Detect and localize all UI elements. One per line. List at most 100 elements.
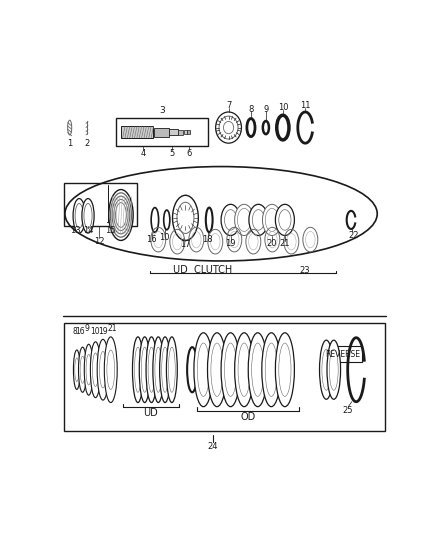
Ellipse shape: [329, 349, 338, 390]
Ellipse shape: [134, 347, 141, 392]
Ellipse shape: [221, 204, 240, 236]
Ellipse shape: [248, 333, 267, 407]
Text: 24: 24: [207, 442, 218, 451]
Text: 20: 20: [267, 239, 277, 248]
Ellipse shape: [208, 333, 226, 407]
Ellipse shape: [148, 347, 155, 392]
Ellipse shape: [146, 337, 157, 402]
Text: 9: 9: [263, 104, 268, 114]
Text: 8: 8: [73, 327, 78, 336]
Text: 19: 19: [225, 239, 236, 248]
Bar: [64, 183, 137, 226]
Ellipse shape: [251, 343, 264, 397]
Ellipse shape: [235, 333, 254, 407]
Ellipse shape: [132, 337, 143, 402]
Ellipse shape: [263, 121, 269, 134]
Ellipse shape: [249, 204, 268, 236]
Ellipse shape: [262, 204, 282, 236]
Ellipse shape: [86, 354, 92, 385]
Ellipse shape: [187, 347, 197, 392]
Ellipse shape: [262, 333, 281, 407]
Text: 21: 21: [108, 324, 117, 333]
Ellipse shape: [92, 353, 99, 386]
Bar: [121, 126, 153, 138]
Ellipse shape: [252, 209, 265, 230]
Ellipse shape: [225, 209, 237, 230]
Bar: [154, 127, 169, 136]
Text: 4: 4: [141, 149, 145, 158]
Ellipse shape: [173, 195, 198, 240]
Text: 14: 14: [83, 225, 93, 235]
Text: 23: 23: [299, 266, 310, 275]
Text: REVERSE: REVERSE: [325, 350, 360, 359]
Ellipse shape: [84, 204, 92, 228]
Ellipse shape: [75, 358, 79, 382]
Ellipse shape: [162, 347, 169, 392]
Text: 2: 2: [85, 139, 90, 148]
Ellipse shape: [80, 356, 85, 383]
Text: 6: 6: [186, 149, 191, 158]
Ellipse shape: [73, 199, 85, 233]
Text: 18: 18: [202, 235, 213, 244]
Ellipse shape: [265, 343, 277, 397]
Text: 19: 19: [99, 327, 108, 336]
Text: 16: 16: [75, 327, 85, 336]
Ellipse shape: [166, 337, 177, 402]
Ellipse shape: [141, 347, 148, 392]
Ellipse shape: [97, 340, 109, 400]
Text: 22: 22: [348, 231, 359, 240]
Ellipse shape: [116, 203, 127, 227]
Text: 21: 21: [279, 239, 290, 248]
Text: 13: 13: [70, 225, 81, 235]
Ellipse shape: [194, 333, 213, 407]
Ellipse shape: [151, 207, 159, 232]
Text: 7: 7: [226, 101, 231, 109]
Ellipse shape: [279, 209, 291, 230]
Ellipse shape: [177, 202, 194, 233]
Text: 17: 17: [180, 240, 191, 249]
Text: UD: UD: [143, 408, 158, 418]
Text: 10: 10: [278, 102, 288, 111]
Text: 11: 11: [300, 101, 311, 109]
Bar: [116, 118, 208, 146]
Ellipse shape: [279, 343, 291, 397]
Ellipse shape: [104, 337, 117, 402]
Bar: [178, 130, 184, 134]
Text: 15: 15: [106, 225, 116, 235]
Ellipse shape: [75, 204, 83, 228]
Text: 5: 5: [169, 149, 174, 158]
Ellipse shape: [320, 340, 333, 399]
Ellipse shape: [327, 340, 341, 399]
Ellipse shape: [112, 196, 130, 234]
Ellipse shape: [322, 349, 331, 390]
Ellipse shape: [247, 118, 255, 136]
Text: UD  CLUTCH: UD CLUTCH: [173, 265, 232, 276]
Ellipse shape: [110, 193, 131, 237]
Ellipse shape: [155, 347, 162, 392]
Ellipse shape: [235, 204, 254, 236]
Bar: [187, 131, 190, 134]
Ellipse shape: [82, 199, 94, 233]
Ellipse shape: [169, 347, 175, 392]
Bar: [64, 322, 385, 431]
Ellipse shape: [78, 347, 87, 392]
Ellipse shape: [90, 342, 101, 398]
Text: 16: 16: [146, 235, 157, 244]
Ellipse shape: [215, 112, 241, 143]
Text: 25: 25: [342, 406, 353, 415]
Ellipse shape: [114, 199, 128, 231]
Text: OD: OD: [240, 412, 255, 422]
Ellipse shape: [221, 333, 240, 407]
Text: 10: 10: [90, 327, 99, 336]
Text: 8: 8: [248, 104, 254, 114]
Ellipse shape: [74, 350, 80, 390]
Ellipse shape: [211, 343, 223, 397]
Ellipse shape: [197, 343, 209, 397]
Ellipse shape: [107, 350, 115, 390]
Ellipse shape: [99, 351, 106, 388]
Ellipse shape: [277, 115, 289, 140]
Ellipse shape: [159, 337, 170, 402]
Ellipse shape: [265, 208, 279, 231]
Ellipse shape: [237, 208, 251, 231]
Text: 10: 10: [159, 233, 170, 243]
